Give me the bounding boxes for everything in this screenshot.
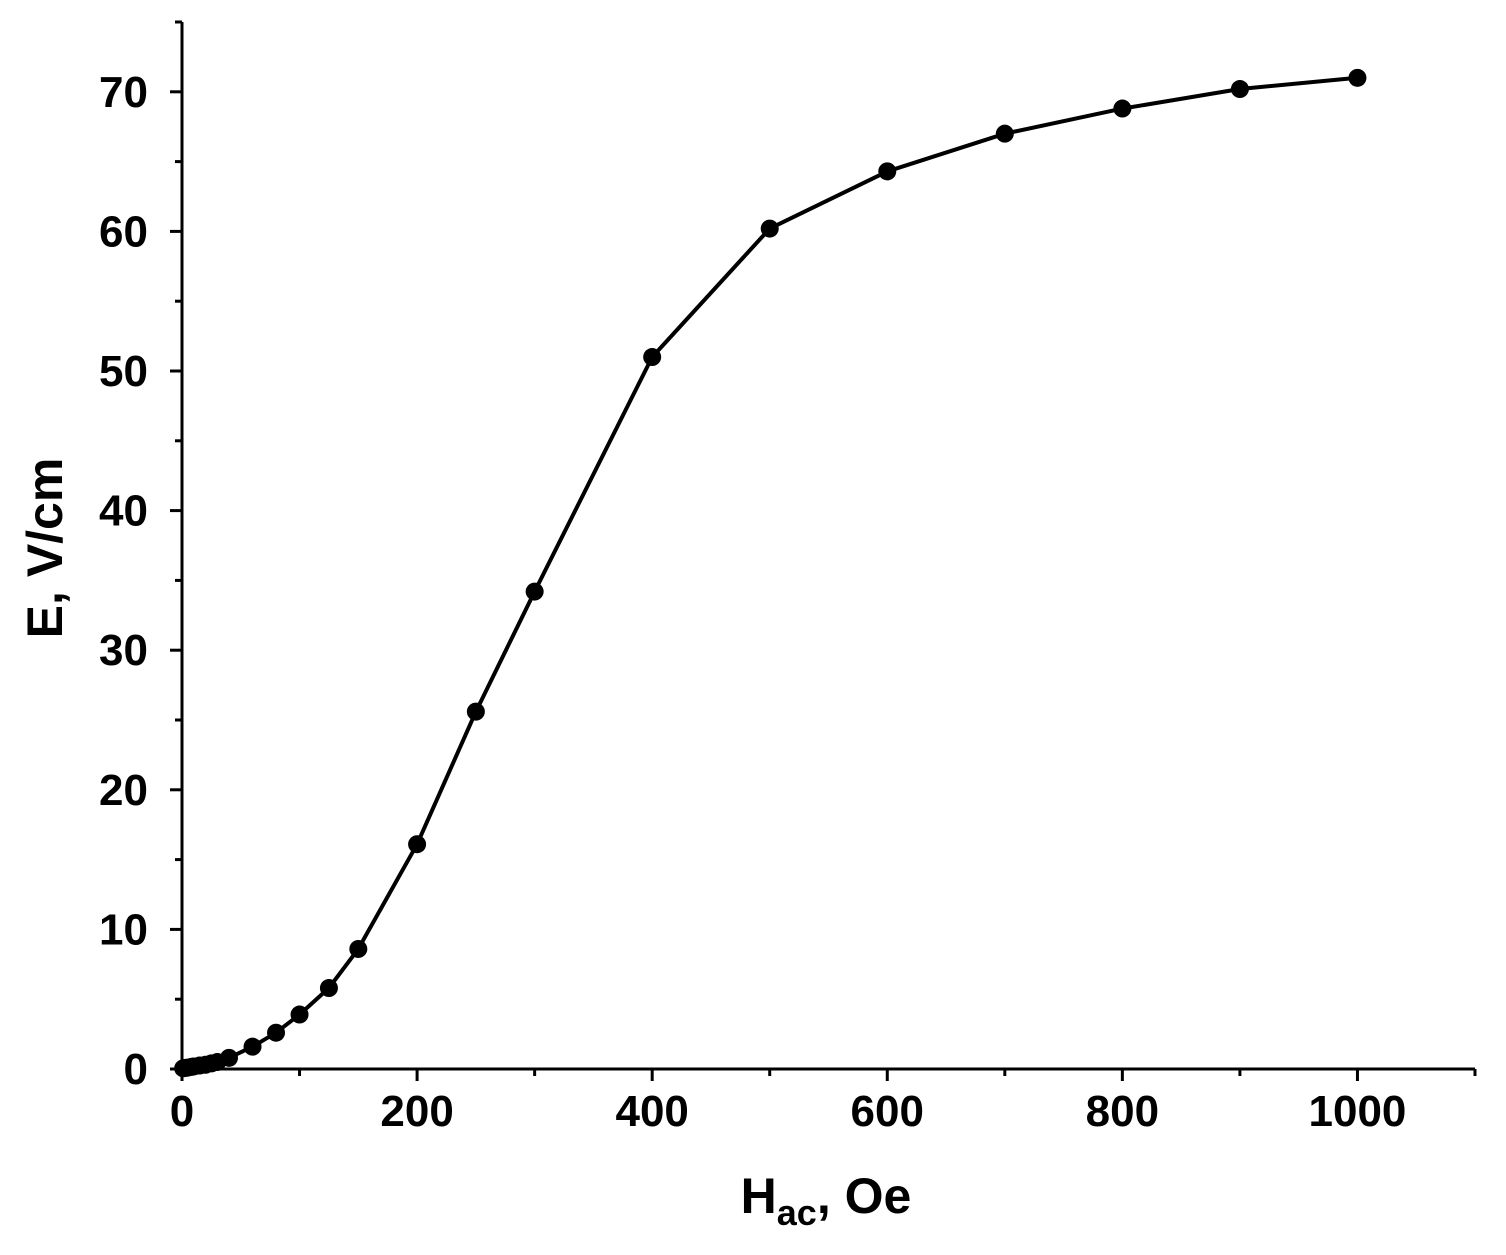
data-point	[466, 702, 485, 721]
data-point	[1230, 80, 1249, 99]
y-tick-label: 50	[99, 347, 148, 396]
x-axis-title-subscript: ac	[777, 1192, 817, 1233]
y-tick-label: 60	[99, 207, 148, 256]
x-axis-title-main: H	[741, 1168, 777, 1224]
x-tick-label: 800	[1086, 1087, 1159, 1136]
axes	[180, 22, 1475, 1071]
data-point	[760, 219, 779, 238]
y-tick-label: 40	[99, 487, 148, 536]
y-tick-label: 20	[99, 766, 148, 815]
x-axis-title-suffix: , Oe	[817, 1168, 911, 1224]
tick-labels: 0 200 400 600 800 1000 0 10 20 30 40 50 60 70	[99, 68, 1406, 1136]
data-point	[319, 979, 338, 998]
data-point	[267, 1023, 286, 1042]
x-axis-title: Hac, Oe	[741, 1168, 912, 1233]
data-point	[1113, 99, 1132, 118]
data-point	[995, 124, 1014, 143]
x-tick-label: 0	[170, 1087, 194, 1136]
y-tick-label: 30	[99, 626, 148, 675]
data-point	[290, 1005, 309, 1024]
x-tick-label: 600	[851, 1087, 924, 1136]
y-tick-label: 10	[99, 905, 148, 954]
y-tick-label: 70	[99, 68, 148, 117]
data-point	[408, 835, 427, 854]
y-axis-title: E, V/cm	[17, 458, 73, 639]
data-point	[643, 348, 662, 367]
x-tick-label: 400	[615, 1087, 688, 1136]
series	[174, 68, 1367, 1078]
data-point	[1348, 68, 1367, 87]
data-point	[349, 939, 368, 958]
data-point	[220, 1048, 239, 1067]
data-point	[525, 582, 544, 601]
data-point	[878, 162, 897, 181]
ticks	[170, 20, 1477, 1081]
data-point	[243, 1037, 262, 1056]
x-tick-label: 200	[380, 1087, 453, 1136]
y-tick-label: 0	[124, 1045, 148, 1094]
x-tick-label: 1000	[1309, 1087, 1407, 1136]
